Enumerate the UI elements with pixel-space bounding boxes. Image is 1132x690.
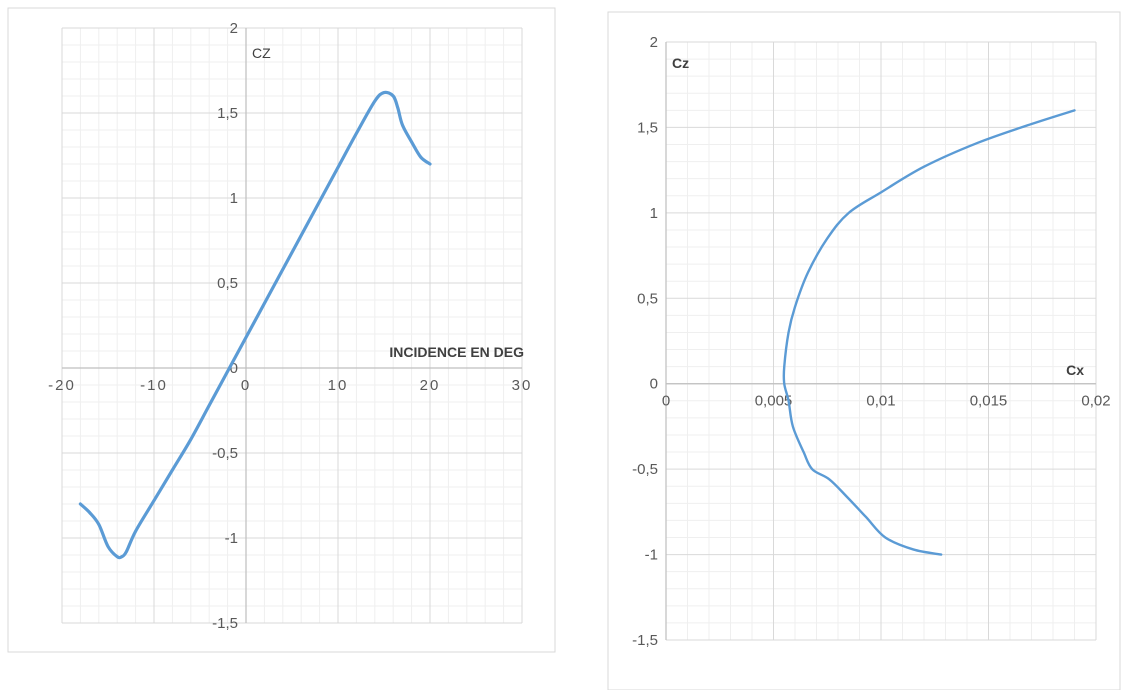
y-tick-label: 2 <box>650 34 658 51</box>
y-tick-label: 0,5 <box>217 275 238 292</box>
x-tick-label: -10 <box>140 377 168 394</box>
x-tick-label: 20 <box>420 377 441 394</box>
y-tick-label: -0,5 <box>212 445 238 462</box>
x-tick-label: 0,01 <box>866 393 895 410</box>
y-tick-label: 1 <box>650 205 658 222</box>
x-axis-title: INCIDENCE EN DEG <box>389 344 524 360</box>
x-tick-label: 30 <box>512 377 533 394</box>
gridlines <box>61 27 523 624</box>
x-tick-label: 10 <box>328 377 349 394</box>
y-tick-label: 2 <box>230 20 238 37</box>
y-axis-title: Cz <box>672 55 689 71</box>
chart-2: 0 0,005 0,01 0,015 0,02 -1,5 -1 -0,5 0 0,5 1 1,5 2 Cx… <box>607 11 1121 690</box>
x-tick-label: 0,02 <box>1081 393 1110 410</box>
gridlines <box>665 41 1097 641</box>
y-tick-label: 1 <box>230 190 238 207</box>
chart-1: -20 -10 0 10 20 30 -1,5 -1 -0,5 0 0,5 1 1,5 2 INCIDENC… <box>7 7 556 653</box>
x-tick-label: 0 <box>662 393 670 410</box>
y-tick-label: 0,5 <box>637 290 658 307</box>
y-tick-label: 0 <box>650 376 658 393</box>
x-tick-label: 0,005 <box>755 393 793 410</box>
y-tick-label: -1 <box>225 530 238 547</box>
y-tick-label: -1 <box>645 547 658 564</box>
chart-frame <box>607 11 1121 690</box>
x-tick-label: 0 <box>241 377 251 394</box>
x-axis-title: Cx <box>1066 362 1084 378</box>
series-line-1 <box>78 90 432 560</box>
y-tick-label: -1,5 <box>212 615 238 632</box>
y-tick-label: -0,5 <box>632 461 658 478</box>
y-tick-label: 1,5 <box>217 105 238 122</box>
y-tick-label: 0 <box>230 360 238 377</box>
x-tick-label: -20 <box>48 377 76 394</box>
y-tick-label: -1,5 <box>632 632 658 649</box>
y-axis-title: CZ <box>252 45 271 61</box>
series-line-1 <box>782 109 1076 556</box>
x-tick-label: 0,015 <box>970 393 1008 410</box>
y-tick-label: 1,5 <box>637 119 658 136</box>
